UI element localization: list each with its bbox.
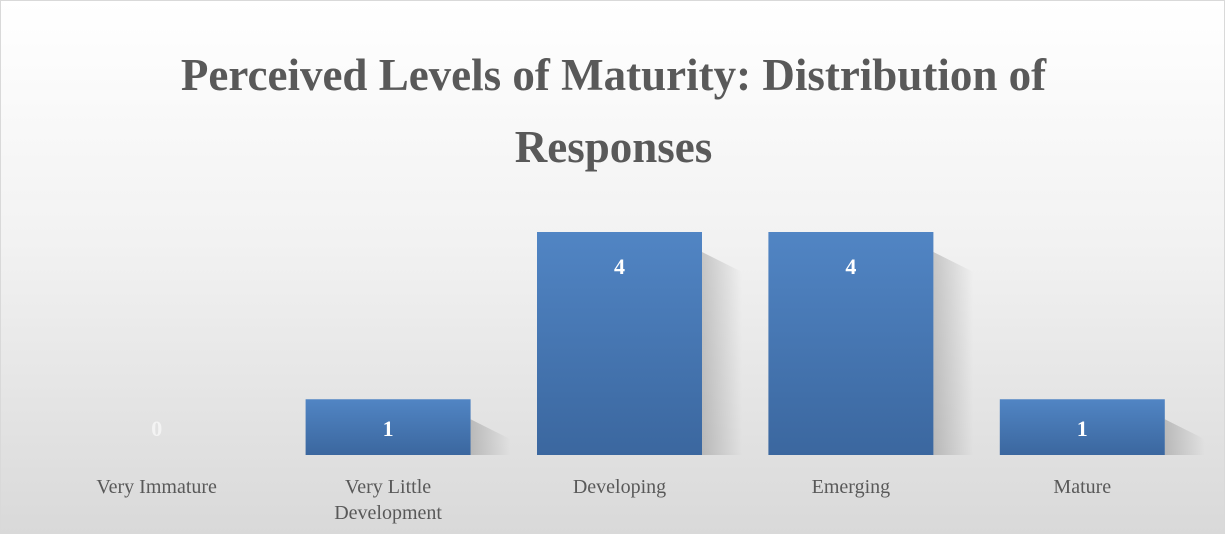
value-label: 1 xyxy=(1077,416,1088,441)
bar-shadow xyxy=(933,252,974,455)
bar-shadow xyxy=(470,419,511,455)
bar xyxy=(305,399,471,455)
bar xyxy=(999,399,1165,455)
chart-title: Perceived Levels of Maturity: Distributi… xyxy=(180,50,1047,172)
bar-shadow xyxy=(702,252,742,455)
bar-shadow xyxy=(1164,419,1205,455)
bar xyxy=(768,232,934,455)
value-label: 1 xyxy=(383,416,394,441)
bar xyxy=(537,232,702,455)
x-tick-label: Mature xyxy=(1053,476,1112,498)
value-label: 4 xyxy=(614,254,625,279)
x-tick-label: Emerging xyxy=(811,476,891,498)
x-tick-label: Very Immature xyxy=(96,476,217,498)
x-tick-label: Developing xyxy=(572,476,667,498)
x-tick-label: Very Little Development xyxy=(334,476,442,524)
value-label: 0 xyxy=(151,416,162,441)
value-label: 4 xyxy=(845,254,856,279)
